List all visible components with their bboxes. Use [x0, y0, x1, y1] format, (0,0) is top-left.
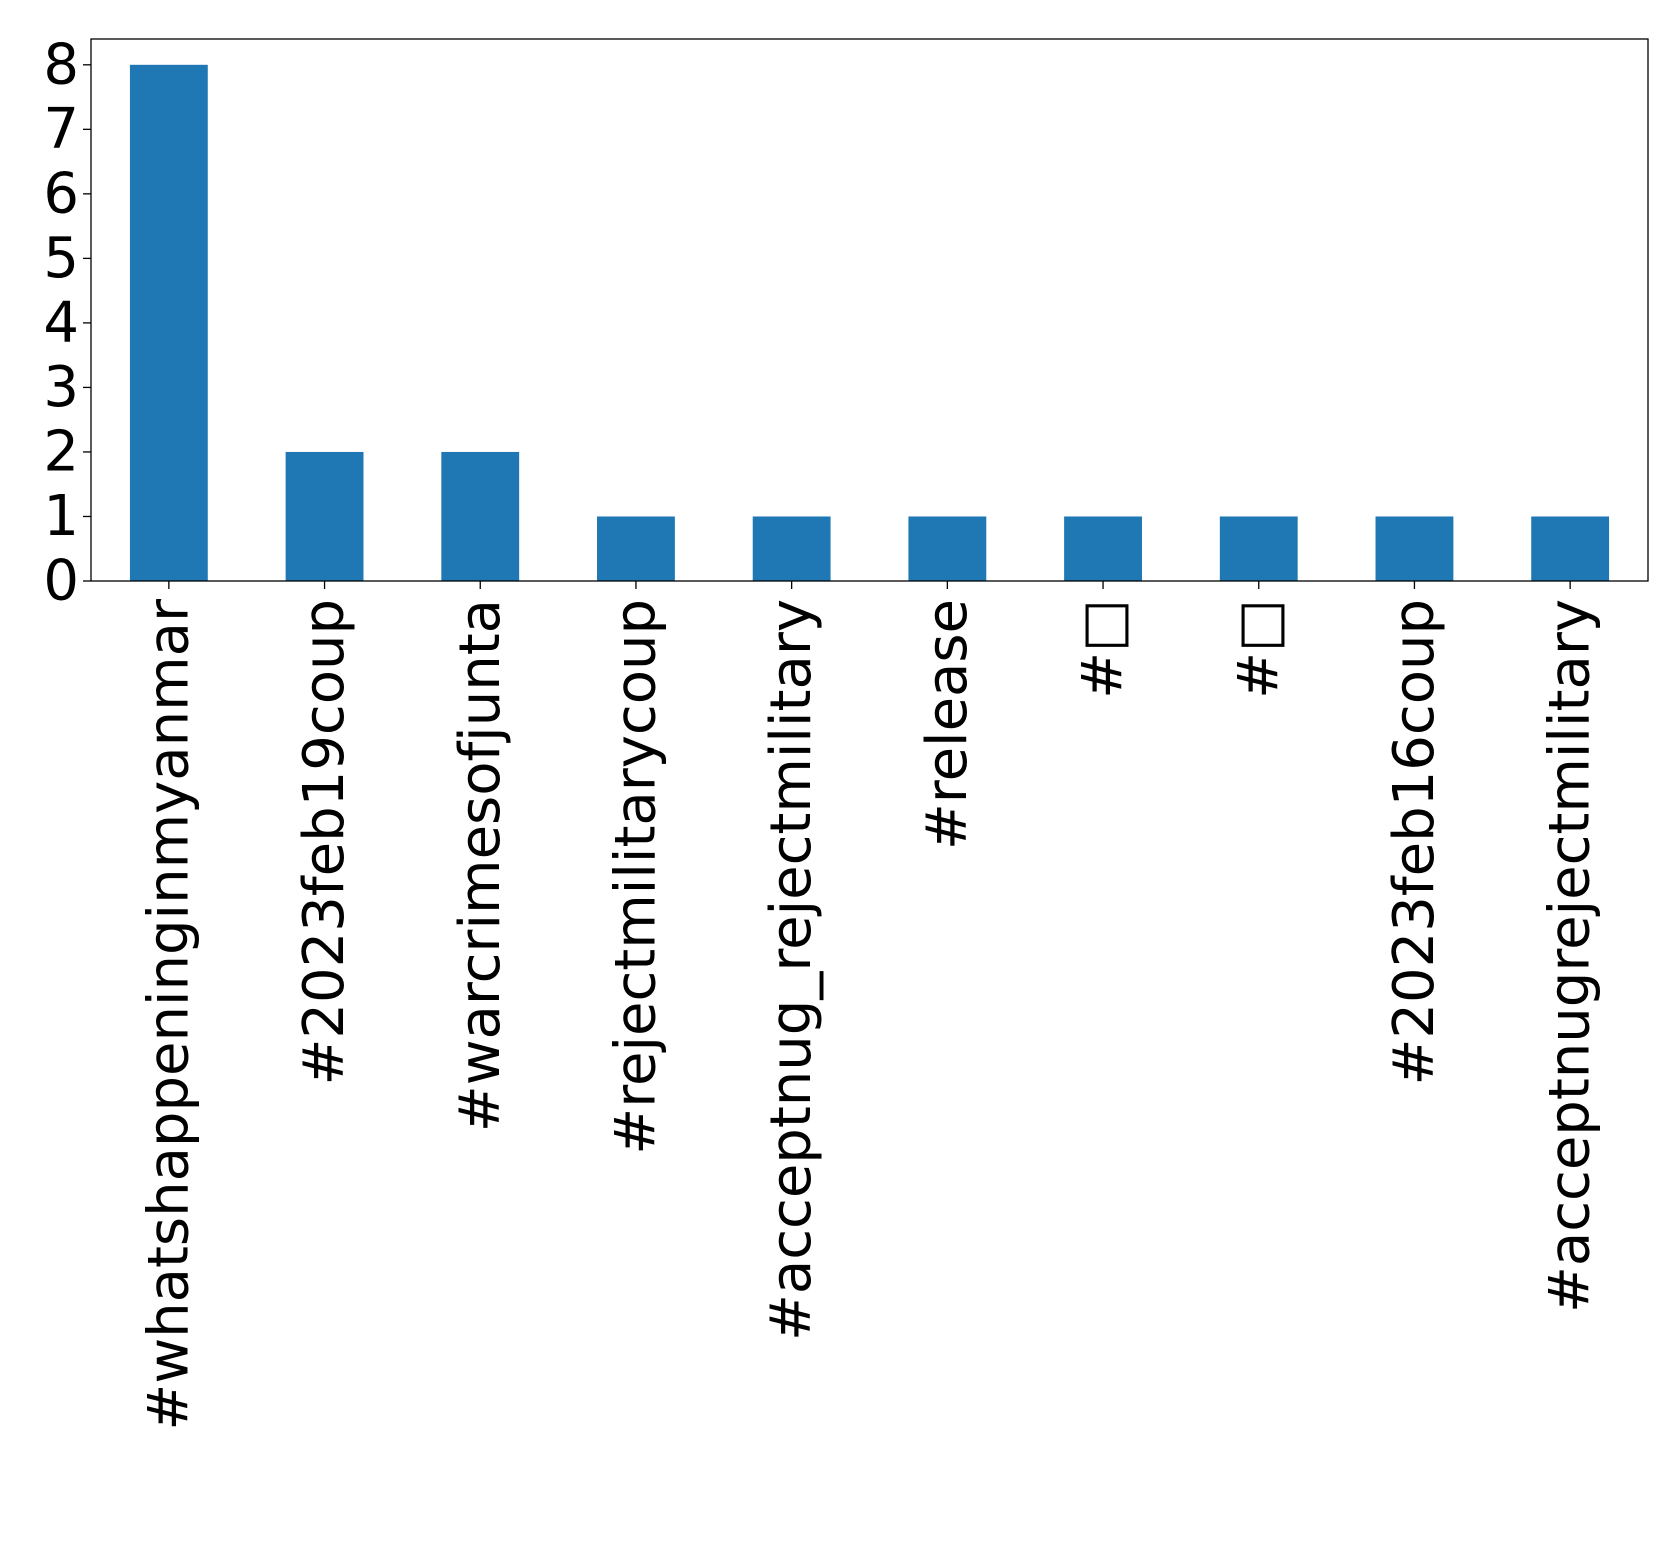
- x-tick-label-7: #□: [1226, 599, 1291, 699]
- y-tick-label-6: 6: [43, 161, 79, 226]
- x-tick-label-1: #2023feb19coup: [292, 599, 357, 1086]
- y-tick-label-7: 7: [43, 97, 79, 162]
- x-tick-label-4: #acceptnug_rejectmilitary: [759, 599, 824, 1341]
- bar-2: [441, 451, 520, 581]
- x-axis: #whatshappeninginmyanmar #2023feb19coup #w…: [136, 581, 1603, 1431]
- x-tick-label-3: #rejectmilitarycoup: [603, 599, 668, 1155]
- bar-3: [597, 516, 675, 581]
- x-tick-label-2: #warcrimesofjunta: [448, 599, 513, 1132]
- bar-8: [1375, 516, 1454, 581]
- x-tick-label-9: #acceptnugrejectmilitary: [1538, 599, 1603, 1313]
- bar-6: [1064, 516, 1142, 581]
- bar-7: [1219, 516, 1298, 581]
- plot-frame: [90, 38, 1649, 582]
- y-tick-label-4: 4: [43, 290, 79, 355]
- bar-9: [1531, 516, 1610, 581]
- y-tick-label-2: 2: [43, 419, 79, 484]
- y-tick-label-1: 1: [43, 484, 79, 549]
- bar-4: [752, 516, 831, 581]
- bar-0: [129, 64, 208, 582]
- bar-5: [908, 516, 987, 581]
- x-tick-label-5: #release: [915, 599, 980, 850]
- y-tick-label-8: 8: [43, 32, 79, 97]
- x-tick-label-6: #□: [1071, 599, 1136, 699]
- bars-group: [129, 64, 1610, 582]
- bar-1: [285, 451, 364, 581]
- x-tick-label-0: #whatshappeninginmyanmar: [136, 598, 201, 1431]
- y-tick-label-5: 5: [43, 226, 79, 291]
- x-tick-label-8: #2023feb16coup: [1382, 599, 1447, 1086]
- y-tick-label-3: 3: [43, 355, 79, 420]
- y-tick-label-0: 0: [43, 549, 79, 614]
